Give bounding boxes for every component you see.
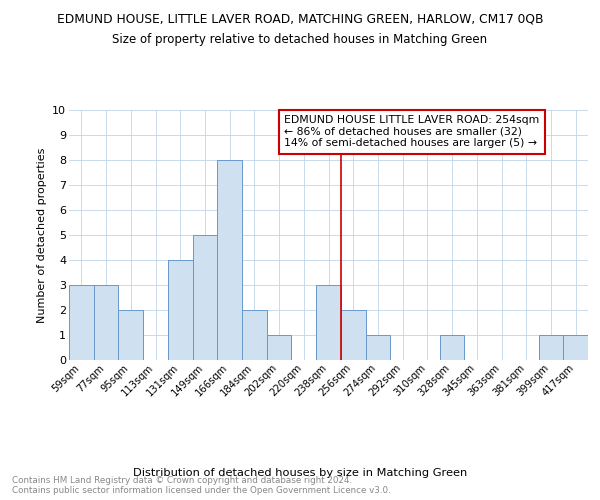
Bar xyxy=(69,285,94,360)
Bar xyxy=(193,235,217,360)
Bar xyxy=(94,285,118,360)
Bar xyxy=(217,160,242,360)
Bar xyxy=(118,310,143,360)
Bar xyxy=(242,310,267,360)
Bar xyxy=(563,335,588,360)
Bar xyxy=(267,335,292,360)
Bar xyxy=(440,335,464,360)
Text: Distribution of detached houses by size in Matching Green: Distribution of detached houses by size … xyxy=(133,468,467,477)
Text: EDMUND HOUSE LITTLE LAVER ROAD: 254sqm
← 86% of detached houses are smaller (32): EDMUND HOUSE LITTLE LAVER ROAD: 254sqm ←… xyxy=(284,115,539,148)
Text: Contains HM Land Registry data © Crown copyright and database right 2024.
Contai: Contains HM Land Registry data © Crown c… xyxy=(12,476,391,495)
Y-axis label: Number of detached properties: Number of detached properties xyxy=(37,148,47,322)
Bar xyxy=(168,260,193,360)
Text: Size of property relative to detached houses in Matching Green: Size of property relative to detached ho… xyxy=(112,32,488,46)
Bar xyxy=(539,335,563,360)
Bar xyxy=(316,285,341,360)
Bar xyxy=(365,335,390,360)
Text: EDMUND HOUSE, LITTLE LAVER ROAD, MATCHING GREEN, HARLOW, CM17 0QB: EDMUND HOUSE, LITTLE LAVER ROAD, MATCHIN… xyxy=(57,12,543,26)
Bar xyxy=(341,310,365,360)
